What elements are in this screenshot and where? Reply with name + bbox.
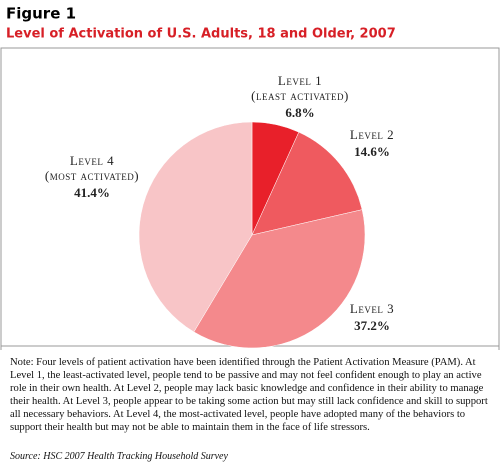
chart-title: Level of Activation of U.S. Adults, 18 a… bbox=[6, 27, 396, 42]
slice-label: Level 3 bbox=[350, 301, 394, 316]
pie-slice bbox=[138, 121, 253, 333]
value-label: 41.4% bbox=[74, 185, 110, 200]
slice-label: Level 1 (least activated) bbox=[251, 73, 349, 103]
value-label: 6.8% bbox=[285, 105, 314, 120]
figure-label: Figure 1 bbox=[6, 5, 76, 23]
source: Source: HSC 2007 Health Tracking Househo… bbox=[10, 451, 228, 462]
pie-slice bbox=[193, 209, 366, 349]
label-line: Level 4 bbox=[70, 153, 114, 168]
slice-label: Level 2 bbox=[350, 127, 394, 142]
frame bbox=[0, 47, 500, 350]
value-label: 37.2% bbox=[354, 318, 390, 333]
label-line: (least activated) bbox=[251, 88, 349, 103]
chart: Figure 1 Level of Activation of U.S. Adu… bbox=[0, 5, 500, 350]
label-line: Level 1 bbox=[278, 73, 322, 88]
value-label: 14.6% bbox=[354, 144, 390, 159]
pie-slice bbox=[251, 131, 363, 236]
slice-label: Level 4 (most activated) bbox=[45, 153, 139, 183]
label-line: (most activated) bbox=[45, 168, 139, 183]
note: Note: Four levels of patient activation … bbox=[10, 357, 488, 433]
